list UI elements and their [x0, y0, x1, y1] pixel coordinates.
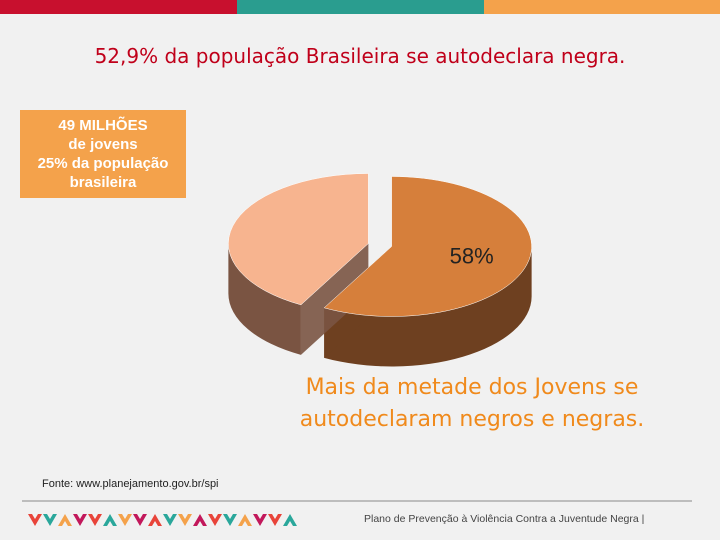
pie-slice-side-0 — [324, 246, 532, 367]
chevron-mark — [118, 514, 132, 526]
top-bar-red — [0, 0, 237, 14]
chevron-mark — [208, 514, 222, 526]
page-title: 52,9% da população Brasileira se autodec… — [94, 44, 626, 68]
chevron-mark — [73, 514, 87, 526]
chevron-mark — [88, 514, 102, 526]
chevron-mark — [283, 514, 297, 526]
chevron-mark — [28, 514, 42, 526]
chevron-mark — [268, 514, 282, 526]
pie-slice-1 — [228, 173, 369, 306]
info-box-line4: brasileira — [69, 174, 137, 191]
chevron-mark — [58, 514, 72, 526]
source-text: Fonte: www.planejamento.gov.br/spi — [42, 478, 219, 490]
top-color-bar — [0, 0, 720, 14]
chevron-mark — [148, 514, 162, 526]
info-box-line2: de jovens — [68, 136, 138, 153]
info-box: 49 MILHÕES de jovens 25% da população br… — [20, 110, 186, 198]
pie-chart: 58% — [228, 173, 532, 367]
decorative-chevron-logo — [28, 514, 297, 526]
top-bar-teal — [237, 0, 484, 14]
info-box-line1: 49 MILHÕES — [58, 117, 148, 134]
chevron-mark — [133, 514, 147, 526]
pie-data-label-0: 58% — [450, 243, 494, 268]
pie-slice-side-1 — [228, 243, 301, 355]
chevron-mark — [193, 514, 207, 526]
subtitle-line1: Mais da metade dos Jovens se — [305, 375, 639, 400]
chevron-mark — [238, 514, 252, 526]
subtitle-line2: autodeclaram negros e negras. — [299, 407, 645, 432]
chevron-mark — [223, 514, 237, 526]
chevron-mark — [103, 514, 117, 526]
footer-divider — [22, 500, 692, 502]
pie-slice-0 — [323, 176, 532, 317]
chevron-mark — [163, 514, 177, 526]
top-bar-orange — [484, 0, 720, 14]
chevron-mark — [178, 514, 192, 526]
info-box-line3: 25% da população — [37, 155, 169, 172]
footer-text: Plano de Prevenção à Violência Contra a … — [364, 513, 645, 525]
chevron-mark — [253, 514, 267, 526]
subtitle: Mais da metade dos Jovens se autodeclara… — [262, 372, 682, 436]
chevron-mark — [43, 514, 57, 526]
